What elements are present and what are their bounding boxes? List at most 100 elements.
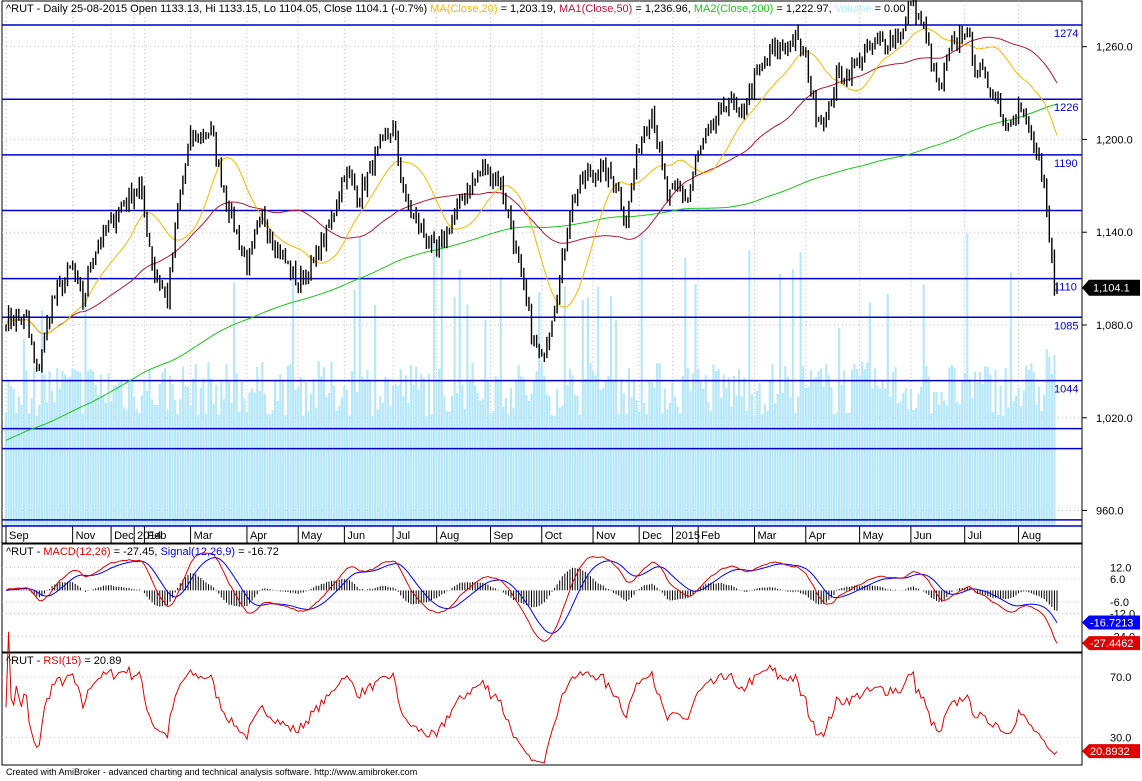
- signal-last-label: -16.7213: [1090, 618, 1133, 630]
- volume-bar: [112, 385, 115, 526]
- rsi-last-flag: [1082, 744, 1140, 759]
- volume-bar: [835, 412, 838, 526]
- volume-bar: [1048, 356, 1051, 526]
- volume-bar: [502, 406, 505, 526]
- volume-bar: [220, 380, 223, 526]
- volume-bar: [879, 388, 882, 526]
- volume-bar: [271, 409, 274, 526]
- volume-bar: [125, 409, 128, 526]
- volume-bar: [468, 379, 472, 526]
- volume-bar: [448, 411, 451, 526]
- volume-bar: [694, 284, 697, 526]
- date-tick-label: Sep: [9, 530, 29, 542]
- volume-bar: [930, 413, 933, 526]
- volume-bar: [186, 386, 190, 526]
- volume-bar: [545, 393, 548, 526]
- volume-bar: [661, 413, 664, 526]
- volume-bar: [284, 415, 287, 526]
- volume-bar: [435, 379, 438, 526]
- volume-bar: [279, 374, 282, 526]
- volume-bar: [163, 368, 167, 526]
- volume-bar: [912, 409, 915, 526]
- date-tick-label: Jun: [914, 530, 932, 542]
- volume-bar: [397, 385, 400, 526]
- volume-bar: [548, 396, 551, 526]
- volume-bar: [104, 402, 108, 526]
- volume-bar: [192, 378, 195, 526]
- last-close-label: 1,104.1: [1093, 283, 1130, 295]
- volume-bar: [594, 375, 597, 526]
- volume-bar: [571, 375, 574, 526]
- volume-bar: [640, 231, 643, 526]
- volume-bar: [143, 381, 146, 526]
- volume-bar: [899, 401, 902, 526]
- volume-bar: [617, 413, 620, 526]
- macd-lines: [5, 552, 1058, 644]
- volume-bar: [1027, 369, 1030, 526]
- volume-bar: [307, 411, 310, 526]
- volume-bar: [625, 413, 628, 526]
- volume-bar: [868, 302, 871, 526]
- volume-bar: [650, 382, 654, 526]
- volume-bar: [374, 304, 377, 526]
- volume-bar: [1030, 362, 1033, 526]
- volume-bar: [89, 369, 92, 526]
- volume-bar: [994, 369, 997, 526]
- volume-bar: [525, 394, 528, 526]
- volume-bar: [235, 373, 238, 526]
- date-tick-label: Apr: [250, 530, 267, 542]
- volume-bar: [386, 378, 390, 526]
- volume-bar: [384, 376, 387, 526]
- volume-bar: [704, 375, 707, 526]
- volume-bar: [333, 385, 336, 526]
- price-tick-label: 1,140.0: [1096, 227, 1133, 239]
- volume-bar: [1012, 401, 1015, 526]
- volume-bar: [140, 395, 143, 526]
- volume-bar: [794, 413, 797, 526]
- ma200-legend-value: = 1,222.97,: [776, 3, 834, 15]
- volume-bar: [15, 412, 18, 526]
- volume-bar: [51, 390, 54, 526]
- volume-bar: [158, 384, 161, 526]
- volume-bar: [461, 384, 464, 526]
- volume-bar: [707, 401, 710, 526]
- price-tick-label: 1,080.0: [1096, 320, 1133, 332]
- volume-bar: [561, 405, 564, 526]
- price-bars: [5, 0, 1058, 373]
- volume-bar: [422, 377, 425, 526]
- rsi-line: [5, 631, 1058, 764]
- volume-bar: [458, 269, 461, 526]
- volume-bar: [766, 410, 769, 526]
- volume-bar: [151, 399, 154, 526]
- volume-bar: [679, 413, 682, 526]
- date-tick-label: Sep: [493, 530, 513, 542]
- signal-last-flag: [1082, 615, 1140, 630]
- volume-bar: [348, 415, 351, 526]
- volume-bar: [1043, 394, 1046, 526]
- volume-bar: [645, 414, 648, 526]
- volume-bar: [53, 402, 56, 526]
- volume-bar: [750, 393, 754, 526]
- volume-bar: [620, 378, 623, 526]
- volume-bar: [702, 388, 705, 526]
- level-labels: 1274 1226 1190 1110 1085 1044: [1054, 28, 1078, 396]
- volume-bar: [807, 386, 810, 526]
- volume-bar: [758, 383, 761, 526]
- volume-bar: [507, 414, 510, 526]
- volume-bar: [732, 375, 736, 526]
- volume-bar: [379, 396, 382, 526]
- volume-bar: [286, 365, 290, 526]
- volume-bar: [110, 401, 113, 526]
- volume-bar: [976, 382, 979, 526]
- volume-bar: [981, 383, 984, 526]
- volume-bar: [971, 398, 974, 526]
- volume-bar: [581, 300, 584, 526]
- volume-bar: [338, 405, 341, 526]
- date-tick-label: Dec: [114, 530, 134, 542]
- volume-bar: [579, 414, 582, 526]
- volume-bar: [925, 365, 928, 526]
- volume-bar: [415, 366, 418, 526]
- macd-axis: 12.06.0-6.0-12.0-24.0-16.7213-27.4462: [1082, 562, 1140, 651]
- ma20-legend-value: = 1,203.19,: [501, 3, 559, 15]
